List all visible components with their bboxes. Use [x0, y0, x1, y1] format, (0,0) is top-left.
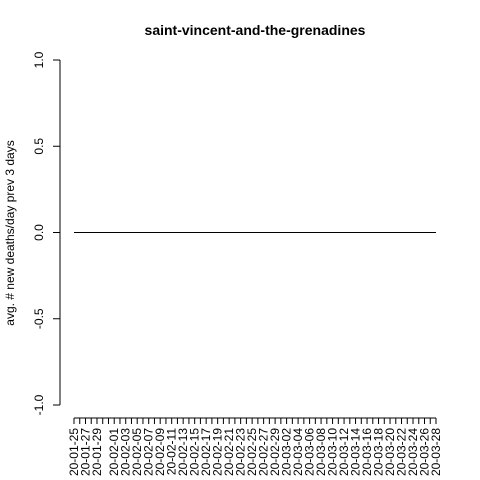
y-tick-label: 0.5	[32, 138, 46, 155]
x-tick-label: 20-02-01	[107, 428, 121, 476]
x-tick-label: 20-02-05	[130, 428, 144, 476]
x-tick-label: 20-02-07	[142, 428, 156, 476]
x-tick-label: 20-03-26	[418, 428, 432, 476]
x-tick-label: 20-02-25	[245, 428, 259, 476]
x-tick-label: 20-03-20	[383, 428, 397, 476]
x-tick-label: 20-03-10	[326, 428, 340, 476]
y-tick-label: -1.0	[32, 394, 46, 415]
y-tick-label: 1.0	[32, 51, 46, 68]
x-tick-label: 20-02-15	[188, 428, 202, 476]
x-tick-label: 20-02-23	[234, 428, 248, 476]
x-tick-label: 20-03-18	[372, 428, 386, 476]
x-tick-label: 20-02-03	[119, 428, 133, 476]
x-tick-label: 20-02-27	[257, 428, 271, 476]
y-axis-label: avg. # new deaths/day prev 3 days	[3, 140, 17, 325]
x-tick-label: 20-03-08	[314, 428, 328, 476]
x-tick-label: 20-02-21	[222, 428, 236, 476]
x-tick-label: 20-02-29	[268, 428, 282, 476]
x-tick-label: 20-02-09	[153, 428, 167, 476]
x-tick-label: 20-01-25	[67, 428, 81, 476]
x-tick-label: 20-03-14	[349, 428, 363, 476]
x-tick-label: 20-03-22	[395, 428, 409, 476]
x-tick-label: 20-03-04	[291, 428, 305, 476]
x-tick-label: 20-02-13	[176, 428, 190, 476]
y-axis: -1.0 -0.5 0.0 0.5 1.0	[32, 51, 61, 415]
x-tick-label: 20-02-11	[165, 428, 179, 475]
x-tick-label: 20-02-19	[211, 428, 225, 476]
y-tick-label: 0.0	[32, 224, 46, 241]
y-tick-label: -0.5	[32, 308, 46, 329]
chart-title: saint-vincent-and-the-grenadines	[145, 22, 366, 38]
x-tick-label: 20-03-12	[337, 428, 351, 476]
x-tick-label: 20-03-06	[303, 428, 317, 476]
x-tick-label: 20-01-29	[90, 428, 104, 476]
x-tick-label: 20-02-17	[199, 428, 213, 476]
x-tick-label: 20-03-28	[429, 428, 443, 476]
x-tick-label: 20-03-16	[360, 428, 374, 476]
x-tick-label: 20-03-02	[280, 428, 294, 476]
x-tick-label: 20-01-27	[78, 428, 92, 476]
x-tick-label: 20-03-24	[406, 428, 420, 476]
